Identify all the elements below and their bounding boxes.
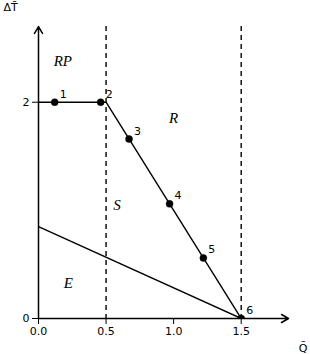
svg-text:RP: RP	[53, 53, 72, 69]
svg-text:1: 1	[60, 88, 67, 101]
svg-text:1.5: 1.5	[232, 325, 250, 338]
svg-text:4: 4	[175, 189, 182, 202]
svg-text:2: 2	[23, 96, 30, 109]
svg-text:0: 0	[23, 312, 30, 325]
svg-text:2: 2	[106, 88, 113, 101]
svg-text:Q̄: Q̄	[299, 341, 308, 354]
svg-text:6: 6	[246, 304, 253, 317]
svg-text:0.0: 0.0	[30, 325, 48, 338]
svg-text:S: S	[113, 197, 121, 213]
svg-text:E: E	[63, 275, 73, 291]
svg-text:5: 5	[208, 243, 215, 256]
svg-text:3: 3	[134, 124, 141, 137]
svg-text:ΔT̄: ΔT̄	[4, 1, 19, 14]
svg-text:R: R	[168, 110, 178, 126]
svg-text:0.5: 0.5	[97, 325, 115, 338]
svg-text:1.0: 1.0	[165, 325, 183, 338]
